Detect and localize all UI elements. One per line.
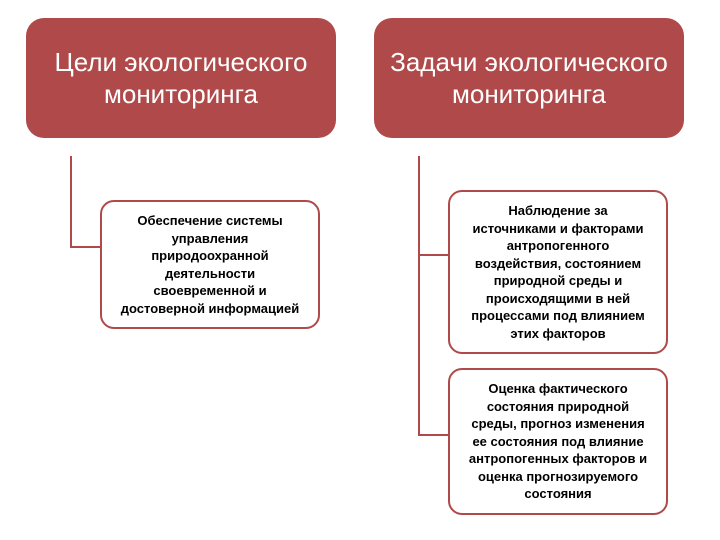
right-connector-trunk — [418, 156, 420, 436]
right-sub-text-1: Наблюдение за источниками и факторами ан… — [471, 203, 645, 341]
right-column: Задачи экологического мониторинга Наблюд… — [374, 18, 684, 138]
left-connector-trunk — [70, 156, 72, 248]
left-header-box: Цели экологического мониторинга — [26, 18, 336, 138]
right-sub-text-2: Оценка фактического состояния природной … — [469, 381, 647, 501]
left-sub-box-1: Обеспечение системы управления природоох… — [100, 200, 320, 329]
left-connector-branch-1 — [70, 246, 100, 248]
right-connector-branch-2 — [418, 434, 448, 436]
right-sub-box-1: Наблюдение за источниками и факторами ан… — [448, 190, 668, 354]
right-header-text: Задачи экологического мониторинга — [388, 46, 670, 111]
left-column: Цели экологического мониторинга Обеспече… — [26, 18, 336, 138]
left-header-text: Цели экологического мониторинга — [40, 46, 322, 111]
right-header-box: Задачи экологического мониторинга — [374, 18, 684, 138]
right-sub-box-2: Оценка фактического состояния природной … — [448, 368, 668, 515]
left-sub-text-1: Обеспечение системы управления природоох… — [121, 213, 299, 316]
right-connector-branch-1 — [418, 254, 448, 256]
